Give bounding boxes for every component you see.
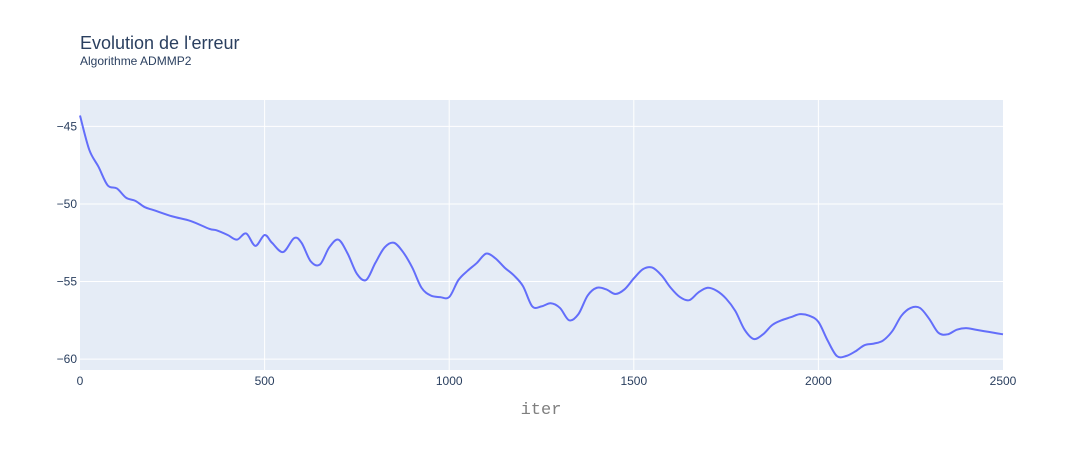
x-tick-label: 0 (77, 374, 84, 388)
x-tick-label: 1000 (436, 374, 463, 388)
y-tick-label: −45 (57, 119, 78, 133)
x-axis-title: iter (521, 401, 562, 420)
x-tick-label: 1500 (620, 374, 647, 388)
chart-subtitle: Algorithme ADMMP2 (80, 54, 192, 68)
x-tick-labels: 0 500 1000 1500 2000 2500 (77, 374, 1017, 388)
y-tick-label: −50 (57, 197, 78, 211)
x-tick-label: 2000 (805, 374, 832, 388)
plot-area (80, 100, 1003, 370)
y-tick-labels: −45 −50 −55 −60 (57, 119, 78, 366)
chart-title: Evolution de l'erreur (80, 33, 240, 53)
y-gridlines (80, 125, 1003, 360)
x-tick-label: 2500 (990, 374, 1017, 388)
y-tick-label: −55 (57, 275, 78, 289)
error-series-line (79, 115, 1004, 359)
x-tick-label: 500 (255, 374, 275, 388)
y-tick-label: −60 (57, 352, 78, 366)
